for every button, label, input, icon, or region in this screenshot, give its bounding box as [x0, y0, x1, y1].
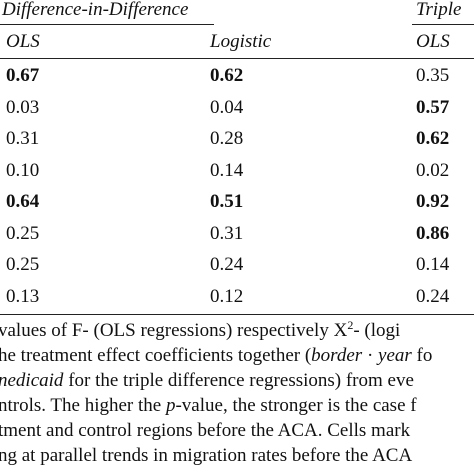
note-text: fo: [411, 345, 433, 366]
table-cell: 0.62: [416, 128, 450, 149]
table-cell: 0.28: [210, 128, 244, 149]
note-italic-text: year: [378, 345, 412, 366]
note-italic-text: border: [311, 345, 363, 366]
table-row: 0.10 0.14 0.02: [0, 155, 474, 187]
table-cell: 0.35: [416, 65, 450, 86]
column-header-ols-ddd: OLS: [416, 31, 450, 52]
note-line-6: ng at parallel trends in migration rates…: [0, 443, 474, 468]
note-text: tment and control regions before the ACA…: [0, 420, 411, 441]
note-line-5: tment and control regions before the ACA…: [0, 418, 474, 443]
table-cell: 0.25: [6, 254, 40, 275]
column-header-logistic-did: Logistic: [210, 31, 272, 52]
table-cell: 0.13: [6, 285, 40, 307]
table-cell: 0.24: [416, 285, 450, 307]
note-italic-text: nedicaid: [0, 370, 64, 391]
note-line-1: values of F- (OLS regressions) respectiv…: [0, 318, 474, 343]
table-cell: 0.64: [6, 191, 40, 212]
table-row: 0.25 0.31 0.86: [0, 218, 474, 250]
note-line-3: nedicaid for the triple difference regre…: [0, 368, 474, 393]
table-cell: 0.62: [210, 65, 244, 86]
table-cell: 0.10: [6, 159, 40, 181]
note-text: ntrols. The higher the: [0, 395, 166, 416]
note-superscript: 2: [347, 318, 354, 332]
bottom-rule: [0, 314, 474, 315]
table-row: 0.25 0.24 0.14: [0, 249, 474, 281]
table-cell: 0.31: [6, 128, 40, 149]
table-body: 0.67 0.62 0.35 0.03 0.04 0.57 0.31 0.28 0.62 0.10…: [0, 60, 474, 312]
table-cell: 0.57: [416, 96, 450, 118]
note-line-4: ntrols. The higher the p-value, the stro…: [0, 393, 474, 418]
column-header-ols-did: OLS: [6, 31, 40, 52]
note-italic-text: p: [165, 395, 176, 416]
table-cell: 0.04: [210, 96, 244, 118]
table-cell: 0.03: [6, 96, 40, 118]
group-header-difference-in-difference: Difference-in-Difference: [2, 0, 189, 20]
group-rule-ddd: [412, 24, 474, 25]
table-cell: 0.02: [416, 159, 450, 181]
table-cell: 0.14: [416, 254, 450, 275]
note-text: -value, the stronger is the case f: [175, 395, 417, 416]
note-text: he treatment effect coefficients togethe…: [0, 345, 312, 366]
table-row: 0.03 0.04 0.57: [0, 92, 474, 124]
table-cell: 0.51: [210, 191, 244, 212]
table-cell: 0.86: [416, 222, 450, 244]
table-note: values of F- (OLS regressions) respectiv…: [0, 318, 474, 468]
table-cell: 0.92: [416, 191, 450, 212]
table-cell: 0.67: [6, 65, 40, 86]
table-row: 0.64 0.51 0.92: [0, 186, 474, 218]
group-rule-did: [0, 24, 214, 25]
note-text: values of F- (OLS regressions) respectiv…: [0, 320, 348, 341]
note-line-2: he treatment effect coefficients togethe…: [0, 343, 474, 368]
header-rule: [0, 58, 474, 59]
table-cell: 0.12: [210, 285, 244, 307]
table-row: 0.13 0.12 0.24: [0, 281, 474, 313]
note-text: for the triple difference regressions) f…: [63, 370, 414, 391]
note-text: ·: [362, 345, 379, 366]
note-text: ng at parallel trends in migration rates…: [0, 445, 413, 466]
note-text: - (logi: [353, 320, 401, 341]
table-cell: 0.24: [210, 254, 244, 275]
table-row: 0.67 0.62 0.35: [0, 60, 474, 92]
table-cell: 0.25: [6, 222, 40, 244]
table-row: 0.31 0.28 0.62: [0, 123, 474, 155]
table-cell: 0.14: [210, 159, 244, 181]
table-cell: 0.31: [210, 222, 244, 244]
group-header-triple-difference: Triple: [416, 0, 462, 20]
